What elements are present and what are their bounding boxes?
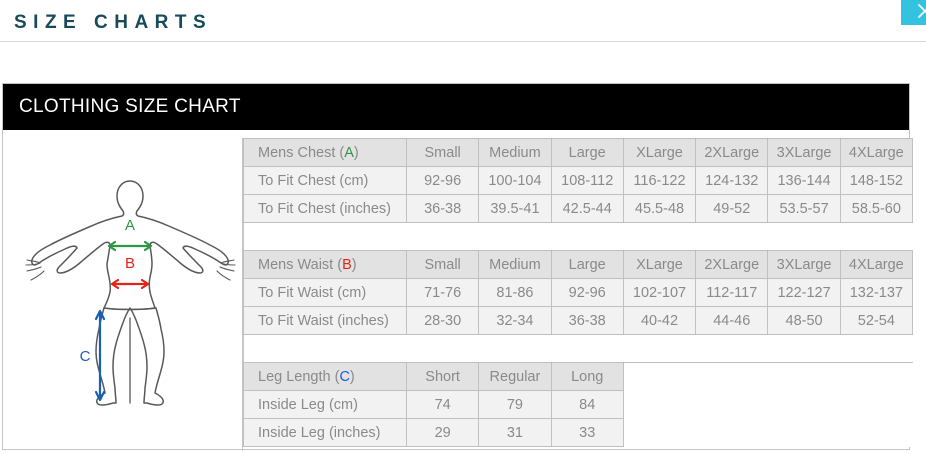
svg-text:C: C (80, 348, 91, 365)
svg-text:B: B (125, 255, 135, 272)
svg-text:A: A (125, 217, 135, 234)
